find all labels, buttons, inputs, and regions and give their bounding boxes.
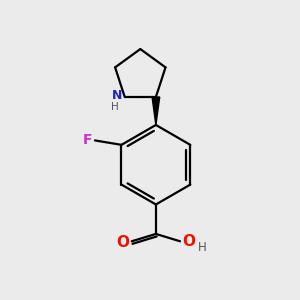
Text: O: O [116,235,129,250]
Text: N: N [112,89,122,102]
Polygon shape [152,97,160,125]
Text: H: H [198,241,206,254]
Text: H: H [111,102,118,112]
Text: O: O [182,234,195,249]
Text: F: F [83,134,93,147]
